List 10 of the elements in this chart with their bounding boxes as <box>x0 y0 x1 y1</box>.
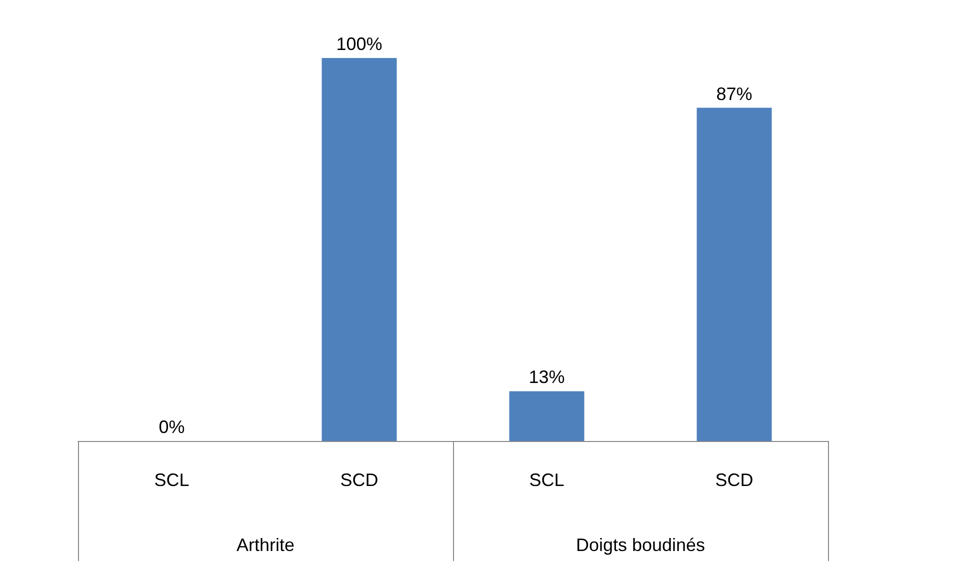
x-tick-label: SCL <box>154 470 190 490</box>
data-label: 100% <box>336 34 382 54</box>
data-label: 0% <box>158 417 185 437</box>
data-label: 87% <box>716 84 752 104</box>
data-label: 13% <box>528 367 565 388</box>
text: Arthrite <box>236 535 295 555</box>
x-tick-label: SCL <box>529 470 564 490</box>
x-tick-label: SCD <box>715 470 754 490</box>
text: Doigts boudinés <box>576 535 706 555</box>
x-tick-label: SCD <box>340 470 378 490</box>
